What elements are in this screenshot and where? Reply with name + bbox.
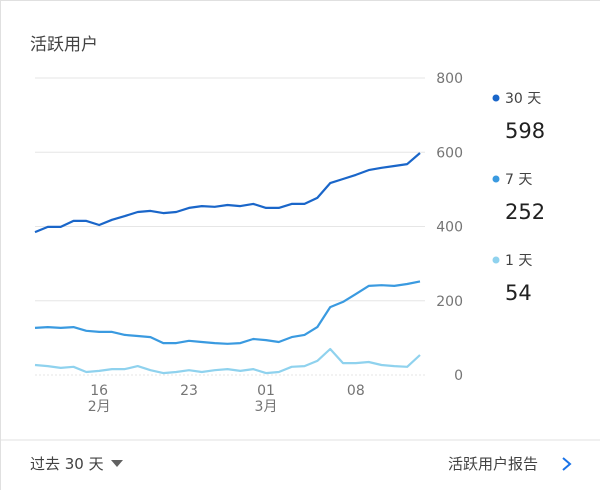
legend-value: 54: [505, 281, 532, 305]
legend-name: 30 天: [505, 91, 541, 107]
series-line: [34, 152, 421, 234]
legend-dot: [492, 175, 500, 183]
x-month-label: 2月: [88, 399, 111, 415]
link-arrow[interactable]: [562, 457, 572, 471]
report-link[interactable]: 活跃用户报告: [448, 455, 572, 473]
series-line: [34, 280, 421, 345]
x-month-label: 3月: [255, 399, 278, 415]
series-line: [34, 347, 421, 375]
legend-value: 252: [505, 200, 545, 224]
y-tick-label: 600: [436, 145, 463, 161]
x-tick-label: 16: [90, 383, 108, 399]
y-tick-label: 400: [436, 220, 463, 236]
y-tick-label: 200: [436, 294, 463, 310]
legend-dot: [492, 256, 500, 264]
legend-name: 1 天: [505, 253, 532, 269]
x-tick-label: 01: [257, 383, 275, 399]
legend-name: 7 天: [505, 172, 532, 188]
y-tick-label: 0: [454, 368, 463, 384]
legend-value: 598: [505, 119, 545, 143]
dropdown-arrow[interactable]: [111, 460, 123, 467]
x-tick-label: 08: [347, 383, 365, 399]
chart-title: 活跃用户: [30, 35, 98, 55]
range-selector[interactable]: 过去 30 天: [30, 455, 123, 473]
legend-dot: [492, 94, 500, 102]
x-tick-label: 23: [180, 383, 198, 399]
report-link-text[interactable]: 活跃用户报告: [448, 455, 538, 473]
range-label[interactable]: 过去 30 天: [30, 455, 104, 473]
y-tick-label: 800: [436, 71, 463, 87]
